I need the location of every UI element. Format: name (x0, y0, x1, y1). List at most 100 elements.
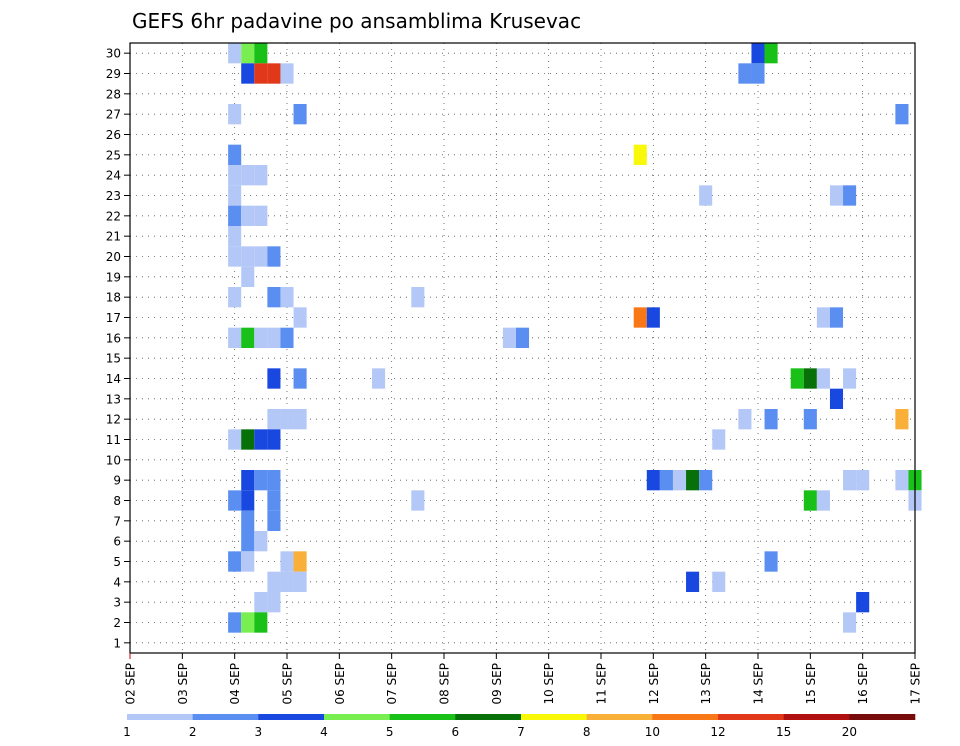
y-tick-label: 10 (106, 453, 121, 467)
heatmap-cell (895, 470, 909, 491)
y-tick-label: 19 (106, 270, 121, 284)
heatmap-cell (280, 551, 294, 572)
heatmap-cell (228, 226, 242, 247)
heatmap-cell (241, 327, 255, 348)
y-tick-label: 5 (113, 555, 121, 569)
x-tick-label: 03 SEP (176, 663, 190, 705)
heatmap-cell (267, 490, 281, 511)
heatmap-cell (241, 266, 255, 287)
y-tick-label: 6 (113, 535, 121, 549)
legend-swatch (324, 714, 390, 720)
y-tick-label: 20 (106, 250, 121, 264)
heatmap-cell (228, 429, 242, 450)
heatmap-cell (515, 327, 530, 348)
heatmap-cell (241, 165, 255, 186)
heatmap-cell (241, 43, 255, 64)
heatmap-cell (816, 490, 830, 511)
legend-label: 3 (255, 725, 263, 739)
heatmap-cell (633, 144, 647, 165)
y-tick-label: 14 (106, 372, 121, 386)
legend-label: 15 (776, 725, 791, 739)
heatmap-cell (241, 429, 255, 450)
heatmap-cell (254, 43, 268, 64)
heatmap-cell (228, 551, 242, 572)
y-tick-label: 4 (113, 575, 121, 589)
heatmap-cell (280, 409, 294, 430)
heatmap-cell (241, 490, 255, 511)
heatmap-cell (646, 307, 660, 328)
x-tick-label: 15 SEP (804, 663, 818, 705)
heatmap-cell (816, 307, 830, 328)
heatmap-cell (502, 327, 516, 348)
y-tick-label: 18 (106, 291, 121, 305)
heatmap-cell (712, 429, 726, 450)
heatmap-cell (686, 571, 700, 592)
heatmap-cell (228, 287, 242, 308)
heatmap-cell (764, 43, 778, 64)
heatmap-cell (228, 490, 242, 511)
heatmap-cell (686, 470, 700, 491)
heatmap-cell (843, 470, 857, 491)
heatmap-cell (816, 368, 830, 389)
y-tick-label: 9 (113, 474, 121, 488)
heatmap-cell (254, 612, 268, 633)
legend-swatch (652, 714, 719, 720)
heatmap-cell (228, 327, 242, 348)
heatmap-cell (267, 470, 281, 491)
y-tick-label: 24 (106, 169, 121, 183)
heatmap-cell (267, 510, 281, 531)
legend-swatch (849, 714, 916, 720)
legend-label: 6 (452, 725, 460, 739)
heatmap-cells (228, 43, 922, 633)
heatmap-cell (241, 551, 255, 572)
heatmap-cell (254, 531, 268, 552)
y-tick-label: 22 (106, 209, 121, 223)
heatmap-cell (241, 470, 255, 491)
heatmap-cell (895, 104, 909, 125)
heatmap-cell (241, 205, 255, 226)
x-tick-label: 10 SEP (542, 663, 556, 705)
heatmap-cell (267, 327, 281, 348)
y-tick-label: 12 (106, 413, 121, 427)
legend-swatch (521, 714, 587, 720)
x-tick-label: 06 SEP (333, 663, 347, 705)
heatmap-cell (843, 185, 857, 206)
heatmap-cell (738, 409, 752, 430)
heatmap-cell (751, 43, 765, 64)
heatmap-cell (803, 409, 817, 430)
y-tick-label: 8 (113, 494, 121, 508)
heatmap-cell (659, 470, 673, 491)
legend-swatch (127, 714, 193, 720)
legend-swatch (455, 714, 522, 720)
legend-swatch (192, 714, 259, 720)
heatmap-cell (254, 246, 268, 267)
heatmap-cell (267, 429, 281, 450)
x-tick-label: 05 SEP (281, 663, 295, 705)
heatmap-cell (672, 470, 687, 491)
legend-label: 2 (189, 725, 197, 739)
heatmap-cell (228, 165, 242, 186)
y-tick-label: 17 (106, 311, 121, 325)
heatmap-cell (829, 185, 844, 206)
y-tick-label: 1 (113, 636, 121, 650)
heatmap-cell (293, 409, 307, 430)
y-tick-label: 7 (113, 514, 121, 528)
heatmap-cell (280, 571, 294, 592)
y-tick-label: 27 (106, 108, 121, 122)
x-tick-label: 11 SEP (595, 663, 609, 705)
chart-title: GEFS 6hr padavine po ansamblima Krusevac (132, 9, 581, 33)
legend-label: 8 (583, 725, 591, 739)
legend-label: 1 (123, 725, 131, 739)
heatmap-cell (895, 409, 909, 430)
x-axis-ticks: 02 SEP 03 SEP 04 SEP 05 SEP 06 SEP 07 SEP 08 S… (124, 653, 923, 705)
heatmap-cell (254, 429, 268, 450)
heatmap-cell (790, 368, 804, 389)
x-tick-label: 16 SEP (856, 663, 870, 705)
heatmap-cell (803, 368, 817, 389)
heatmap-cell (843, 612, 857, 633)
legend-label: 4 (320, 725, 328, 739)
heatmap-cell (843, 368, 857, 389)
x-tick-label: 14 SEP (752, 663, 766, 705)
